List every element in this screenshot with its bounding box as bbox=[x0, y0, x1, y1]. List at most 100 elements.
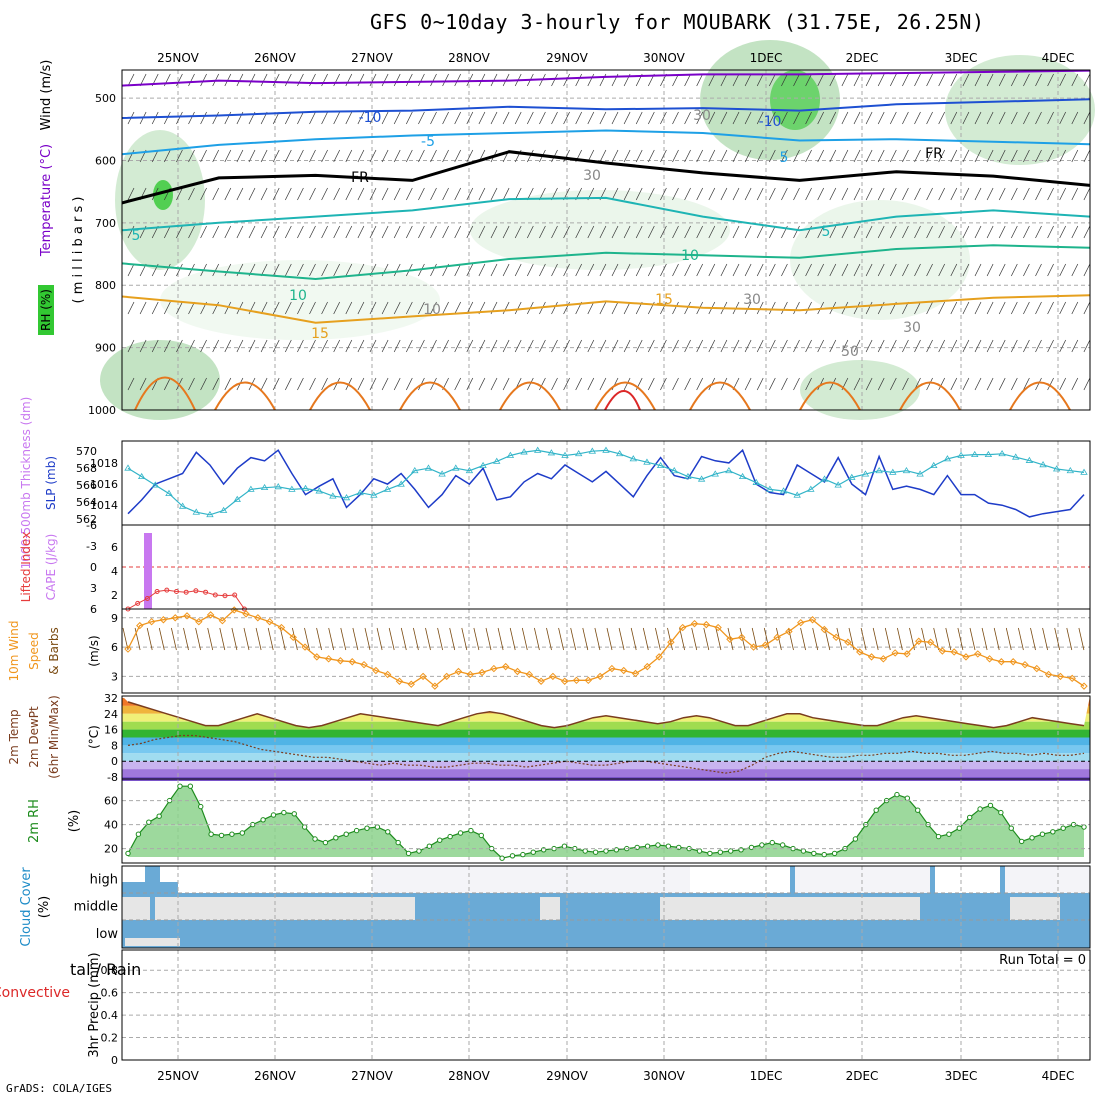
wind-barb bbox=[248, 301, 256, 315]
wind-barb bbox=[539, 377, 546, 391]
wind-barb bbox=[260, 149, 268, 163]
wind-barb bbox=[490, 111, 498, 125]
wind-barb bbox=[369, 187, 377, 201]
wind-barb bbox=[805, 339, 812, 353]
cloud-axis-label: Cloud Cover bbox=[19, 867, 34, 947]
rh-point bbox=[437, 837, 443, 843]
wind-barb bbox=[744, 187, 752, 201]
isotherm-20 bbox=[1009, 381, 1071, 411]
contour-label: 10 bbox=[289, 288, 307, 304]
wind-barb bbox=[454, 339, 462, 353]
wind-barb bbox=[1083, 263, 1091, 277]
wind-barb bbox=[539, 339, 546, 353]
wind-barb bbox=[575, 339, 583, 353]
wind-barb bbox=[969, 627, 976, 651]
wind-barb bbox=[715, 627, 722, 651]
wind-barb bbox=[297, 263, 304, 277]
wind-barb bbox=[212, 187, 220, 201]
slp-axis-label: SLP (mb) bbox=[44, 456, 58, 510]
cloud-level-label: high bbox=[90, 873, 118, 888]
wind-speed-point bbox=[372, 666, 380, 675]
wind-barb bbox=[200, 187, 207, 201]
wind-barb bbox=[526, 149, 534, 163]
wind-barb bbox=[497, 627, 504, 651]
date-label-top: 4DEC bbox=[1042, 51, 1075, 65]
wind-speed-point bbox=[596, 672, 604, 681]
wind-barb bbox=[212, 263, 220, 277]
rh-frame bbox=[121, 778, 1091, 864]
wind-speed-point bbox=[655, 653, 663, 661]
wind-barb bbox=[684, 225, 691, 239]
thickness-point bbox=[383, 485, 392, 492]
wind-barb bbox=[599, 339, 607, 353]
wind-barb bbox=[309, 339, 316, 353]
wind-barb bbox=[950, 73, 958, 87]
contour-label: 30 bbox=[903, 320, 921, 336]
wind-barb bbox=[781, 73, 788, 87]
wind-barb bbox=[860, 627, 867, 651]
wind-barb bbox=[703, 627, 710, 651]
wind-barb bbox=[938, 263, 946, 277]
wind-barb bbox=[212, 111, 220, 125]
wind-barb bbox=[1023, 225, 1030, 239]
wind-barb bbox=[1010, 339, 1018, 353]
rh-point bbox=[364, 825, 370, 831]
wind-barb bbox=[1010, 225, 1018, 239]
wind-barb bbox=[272, 377, 280, 391]
thickness-point bbox=[957, 451, 965, 458]
wind-barb bbox=[1059, 301, 1067, 315]
wind-barb bbox=[938, 377, 946, 391]
wind-barb bbox=[611, 225, 619, 239]
temp-tick: 0 bbox=[111, 755, 118, 768]
date-label-top: 27NOV bbox=[351, 51, 393, 65]
wind-barb bbox=[962, 301, 970, 315]
wind-barb bbox=[793, 111, 800, 125]
wind-barb bbox=[357, 339, 365, 353]
wind-barb bbox=[163, 111, 171, 125]
wind-barb bbox=[756, 73, 764, 87]
wind-barb bbox=[236, 187, 244, 201]
wind-barb bbox=[381, 301, 389, 315]
wind-speed-point bbox=[195, 617, 203, 626]
wind-barb bbox=[393, 187, 401, 201]
dewpoint-line bbox=[127, 734, 1085, 774]
wind-barb bbox=[841, 111, 849, 125]
contour-label: 50 bbox=[841, 344, 859, 360]
wind-barb bbox=[333, 225, 341, 239]
wind-speed-point bbox=[797, 618, 805, 627]
date-label-bottom: 4DEC bbox=[1042, 1069, 1075, 1083]
wind-barb bbox=[599, 149, 607, 163]
wind-barb bbox=[176, 111, 183, 125]
wind-barb bbox=[357, 263, 365, 277]
wind-speed-point bbox=[867, 653, 876, 661]
wind-barb bbox=[248, 73, 256, 87]
wind-barb bbox=[672, 301, 679, 315]
wind-barb bbox=[756, 377, 764, 391]
wind-barb bbox=[207, 627, 214, 651]
wind-barb bbox=[321, 339, 328, 353]
wind-barb bbox=[1010, 149, 1018, 163]
wind-speed-point bbox=[1009, 658, 1017, 666]
wind-barb bbox=[1042, 627, 1048, 651]
rh-point bbox=[177, 783, 183, 789]
wind-barb bbox=[466, 111, 474, 125]
wind-barb bbox=[188, 225, 195, 239]
wind-barb bbox=[974, 187, 982, 201]
wind-barb bbox=[418, 111, 425, 125]
temp-tick: -8 bbox=[107, 771, 118, 784]
wind-barb bbox=[321, 377, 328, 391]
wind-barb bbox=[127, 339, 135, 353]
wind-barb bbox=[962, 339, 970, 353]
wind-barb bbox=[998, 73, 1006, 87]
wind-speed-point bbox=[513, 667, 522, 676]
temp-axis-label-1: 2m Temp bbox=[7, 709, 21, 764]
wind-barb bbox=[127, 149, 135, 163]
wind-speed-point bbox=[962, 653, 970, 661]
rh-point bbox=[1050, 829, 1056, 835]
wind-barb bbox=[696, 339, 704, 353]
wind-barb bbox=[151, 301, 159, 315]
rh-shading bbox=[800, 360, 920, 420]
wind-barb bbox=[526, 377, 534, 391]
upper-frame bbox=[121, 69, 1091, 411]
wind-barb bbox=[575, 73, 583, 87]
